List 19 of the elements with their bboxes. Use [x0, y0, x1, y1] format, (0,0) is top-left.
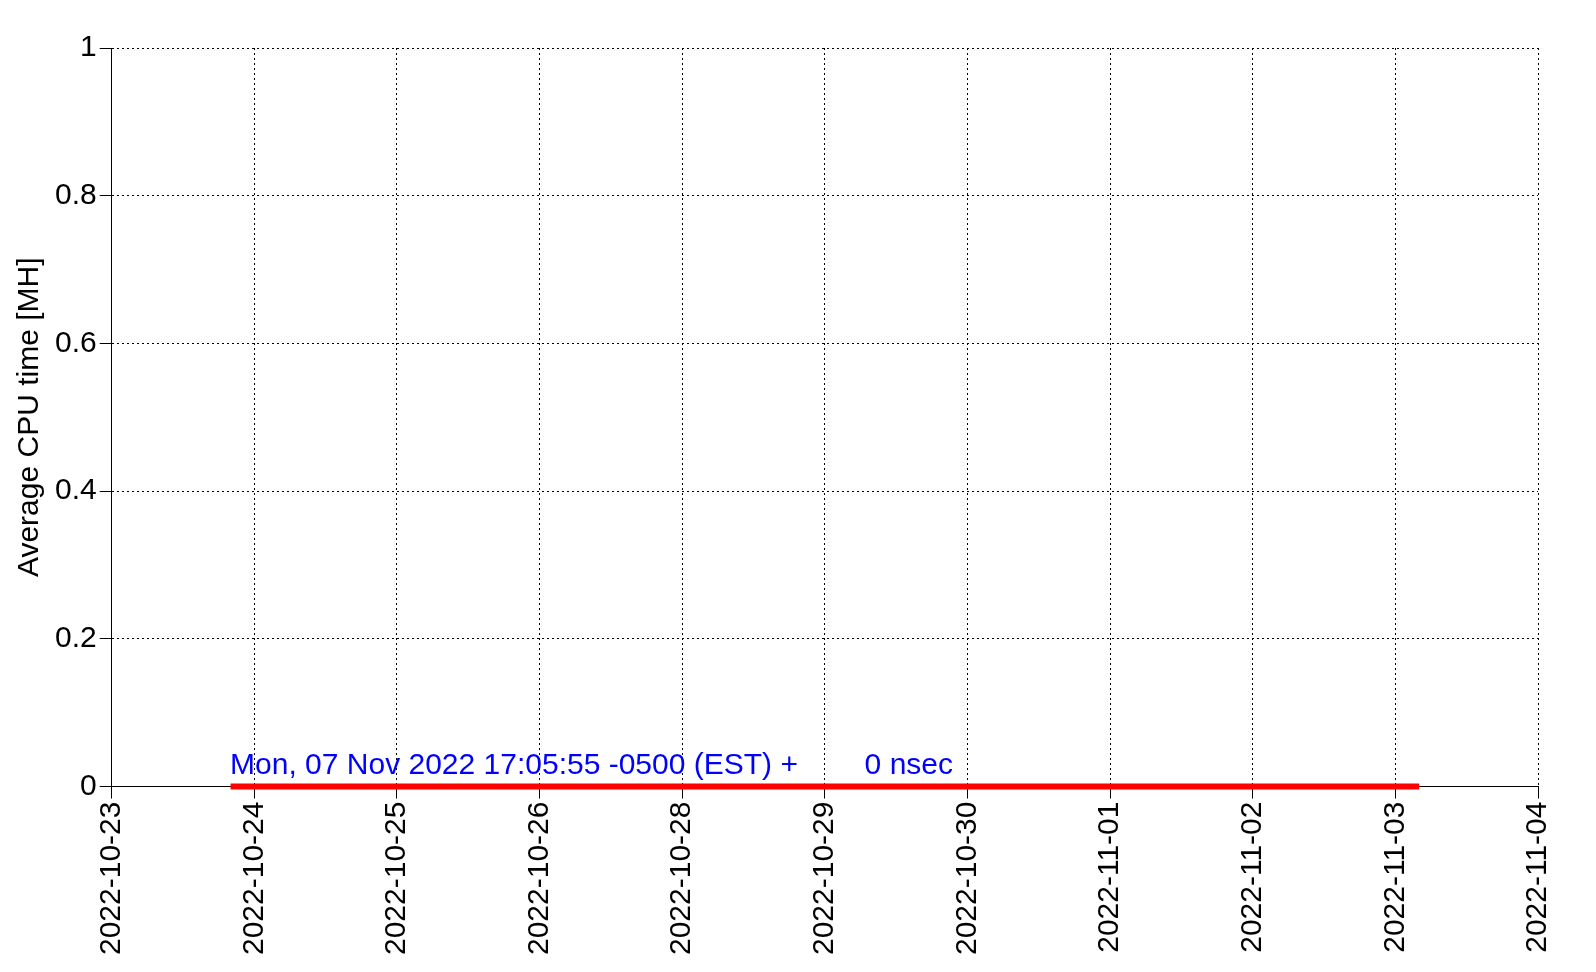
x-tick-label: 2022-11-02	[1234, 801, 1268, 953]
y-tick-label: 0.6	[54, 324, 97, 358]
x-tick-label: 2022-11-03	[1376, 801, 1410, 953]
x-tick-label: 2022-10-30	[948, 801, 982, 956]
x-tick-label: 2022-10-23	[92, 801, 126, 956]
y-tick-label: 1	[80, 29, 97, 63]
x-tick-label: 2022-11-04	[1519, 801, 1553, 953]
y-tick-label: 0.2	[54, 620, 97, 654]
annotation: Mon, 07 Nov 2022 17:05:55 -0500 (EST) + 0 nsec	[230, 746, 954, 780]
y-tick-label: 0	[80, 767, 97, 801]
x-tick-label: 2022-11-01	[1091, 801, 1125, 953]
y-tick-label: 0.4	[54, 472, 97, 506]
x-tick-label: 2022-10-29	[806, 801, 840, 956]
x-tick-label: 2022-10-25	[378, 801, 412, 956]
x-tick-label: 2022-10-28	[663, 801, 697, 956]
x-tick-label: 2022-10-24	[235, 801, 269, 956]
y-axis-title: Average CPU time [MH]	[11, 257, 45, 578]
x-tick-label: 2022-10-26	[520, 801, 554, 956]
y-tick-label: 0.8	[54, 176, 97, 210]
